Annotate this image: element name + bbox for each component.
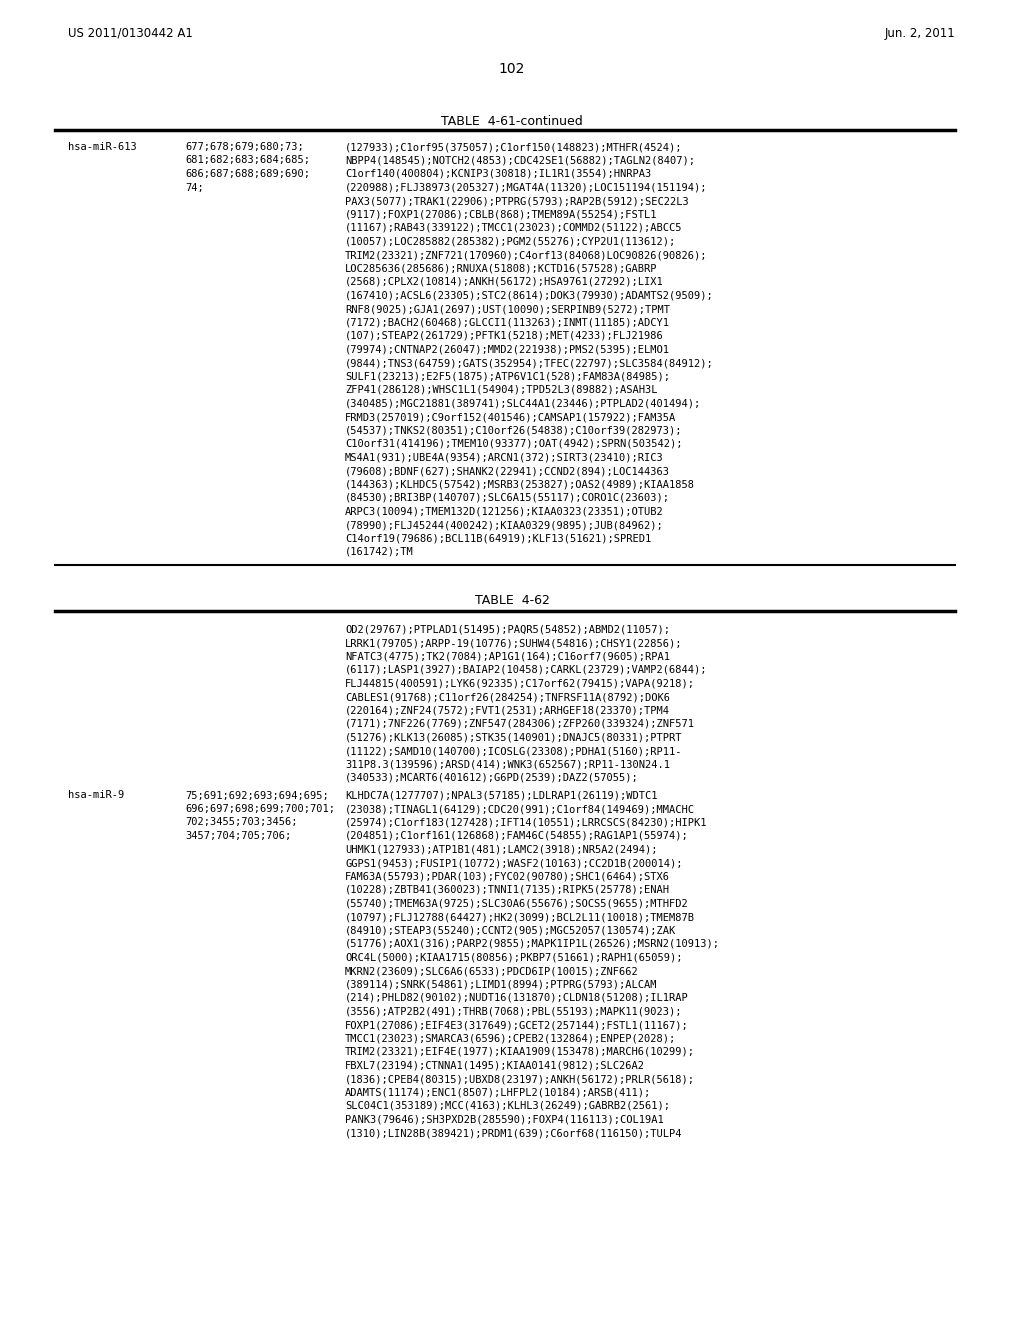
Text: ORC4L(5000);KIAA1715(80856);PKBP7(51661);RAPH1(65059);: ORC4L(5000);KIAA1715(80856);PKBP7(51661)…: [345, 953, 683, 962]
Text: 74;: 74;: [185, 182, 204, 193]
Text: US 2011/0130442 A1: US 2011/0130442 A1: [68, 26, 193, 40]
Text: 686;687;688;689;690;: 686;687;688;689;690;: [185, 169, 310, 180]
Text: 3457;704;705;706;: 3457;704;705;706;: [185, 832, 291, 841]
Text: TRIM2(23321);EIF4E(1977);KIAA1909(153478);MARCH6(10299);: TRIM2(23321);EIF4E(1977);KIAA1909(153478…: [345, 1047, 695, 1057]
Text: (10797);FLJ12788(64427);HK2(3099);BCL2L11(10018);TMEM87B: (10797);FLJ12788(64427);HK2(3099);BCL2L1…: [345, 912, 695, 921]
Text: OD2(29767);PTPLAD1(51495);PAQR5(54852);ABMD2(11057);: OD2(29767);PTPLAD1(51495);PAQR5(54852);A…: [345, 624, 670, 635]
Text: GGPS1(9453);FUSIP1(10772);WASF2(10163);CC2D1B(200014);: GGPS1(9453);FUSIP1(10772);WASF2(10163);C…: [345, 858, 683, 869]
Text: ARPC3(10094);TMEM132D(121256);KIAA0323(23351);OTUB2: ARPC3(10094);TMEM132D(121256);KIAA0323(2…: [345, 507, 664, 516]
Text: TABLE  4-61-continued: TABLE 4-61-continued: [441, 115, 583, 128]
Text: PANK3(79646);SH3PXD2B(285590);FOXP4(116113);COL19A1: PANK3(79646);SH3PXD2B(285590);FOXP4(1161…: [345, 1114, 664, 1125]
Text: UHMK1(127933);ATP1B1(481);LAMC2(3918);NR5A2(2494);: UHMK1(127933);ATP1B1(481);LAMC2(3918);NR…: [345, 845, 657, 854]
Text: C1orf140(400804);KCNIP3(30818);IL1R1(3554);HNRPA3: C1orf140(400804);KCNIP3(30818);IL1R1(355…: [345, 169, 651, 180]
Text: (1836);CPEB4(80315);UBXD8(23197);ANKH(56172);PRLR(5618);: (1836);CPEB4(80315);UBXD8(23197);ANKH(56…: [345, 1074, 695, 1084]
Text: C14orf19(79686);BCL11B(64919);KLF13(51621);SPRED1: C14orf19(79686);BCL11B(64919);KLF13(5162…: [345, 533, 651, 544]
Text: (9844);TNS3(64759);GATS(352954);TFEC(22797);SLC3584(84912);: (9844);TNS3(64759);GATS(352954);TFEC(227…: [345, 358, 714, 368]
Text: (144363);KLHDC5(57542);MSRB3(253827);OAS2(4989);KIAA1858: (144363);KLHDC5(57542);MSRB3(253827);OAS…: [345, 479, 695, 490]
Text: FOXP1(27086);EIF4E3(317649);GCET2(257144);FSTL1(11167);: FOXP1(27086);EIF4E3(317649);GCET2(257144…: [345, 1020, 689, 1030]
Text: TABLE  4-62: TABLE 4-62: [474, 594, 550, 607]
Text: (9117);FOXP1(27086);CBLB(868);TMEM89A(55254);FSTL1: (9117);FOXP1(27086);CBLB(868);TMEM89A(55…: [345, 210, 657, 219]
Text: (3556);ATP2B2(491);THRB(7068);PBL(55193);MAPK11(9023);: (3556);ATP2B2(491);THRB(7068);PBL(55193)…: [345, 1006, 683, 1016]
Text: SULF1(23213);E2F5(1875);ATP6V1C1(528);FAM83A(84985);: SULF1(23213);E2F5(1875);ATP6V1C1(528);FA…: [345, 371, 670, 381]
Text: (11167);RAB43(339122);TMCC1(23023);COMMD2(51122);ABCC5: (11167);RAB43(339122);TMCC1(23023);COMMD…: [345, 223, 683, 234]
Text: (10057);LOC285882(285382);PGM2(55276);CYP2U1(113612);: (10057);LOC285882(285382);PGM2(55276);CY…: [345, 236, 676, 247]
Text: FRMD3(257019);C9orf152(401546);CAMSAP1(157922);FAM35A: FRMD3(257019);C9orf152(401546);CAMSAP1(1…: [345, 412, 676, 422]
Text: LRRK1(79705);ARPP-19(10776);SUHW4(54816);CHSY1(22856);: LRRK1(79705);ARPP-19(10776);SUHW4(54816)…: [345, 638, 683, 648]
Text: (340485);MGC21881(389741);SLC44A1(23446);PTPLAD2(401494);: (340485);MGC21881(389741);SLC44A1(23446)…: [345, 399, 701, 408]
Text: PAX3(5077);TRAK1(22906);PTPRG(5793);RAP2B(5912);SEC22L3: PAX3(5077);TRAK1(22906);PTPRG(5793);RAP2…: [345, 195, 689, 206]
Text: (2568);CPLX2(10814);ANKH(56172);HSA9761(27292);LIX1: (2568);CPLX2(10814);ANKH(56172);HSA9761(…: [345, 277, 664, 286]
Text: 75;691;692;693;694;695;: 75;691;692;693;694;695;: [185, 791, 329, 800]
Text: 702;3455;703;3456;: 702;3455;703;3456;: [185, 817, 298, 828]
Text: NBPP4(148545);NOTCH2(4853);CDC42SE1(56882);TAGLN2(8407);: NBPP4(148545);NOTCH2(4853);CDC42SE1(5688…: [345, 156, 695, 165]
Text: NFATC3(4775);TK2(7084);AP1G1(164);C16orf7(9605);RPA1: NFATC3(4775);TK2(7084);AP1G1(164);C16orf…: [345, 652, 670, 661]
Text: (7171);7NF226(7769);ZNF547(284306);ZFP260(339324);ZNF571: (7171);7NF226(7769);ZNF547(284306);ZFP26…: [345, 719, 695, 729]
Text: RNF8(9025);GJA1(2697);UST(10090);SERPINB9(5272);TPMT: RNF8(9025);GJA1(2697);UST(10090);SERPINB…: [345, 304, 670, 314]
Text: FLJ44815(400591);LYK6(92335);C17orf62(79415);VAPA(9218);: FLJ44815(400591);LYK6(92335);C17orf62(79…: [345, 678, 695, 689]
Text: (127933);C1orf95(375057);C1orf150(148823);MTHFR(4524);: (127933);C1orf95(375057);C1orf150(148823…: [345, 143, 683, 152]
Text: (167410);ACSL6(23305);STC2(8614);DOK3(79930);ADAMTS2(9509);: (167410);ACSL6(23305);STC2(8614);DOK3(79…: [345, 290, 714, 301]
Text: 311P8.3(139596);ARSD(414);WNK3(652567);RP11-130N24.1: 311P8.3(139596);ARSD(414);WNK3(652567);R…: [345, 759, 670, 770]
Text: FBXL7(23194);CTNNA1(1495);KIAA0141(9812);SLC26A2: FBXL7(23194);CTNNA1(1495);KIAA0141(9812)…: [345, 1060, 645, 1071]
Text: (79608);BDNF(627);SHANK2(22941);CCND2(894);LOC144363: (79608);BDNF(627);SHANK2(22941);CCND2(89…: [345, 466, 670, 477]
Text: (79974);CNTNAP2(26047);MMD2(221938);PMS2(5395);ELMO1: (79974);CNTNAP2(26047);MMD2(221938);PMS2…: [345, 345, 670, 355]
Text: MKRN2(23609);SLC6A6(6533);PDCD6IP(10015);ZNF662: MKRN2(23609);SLC6A6(6533);PDCD6IP(10015)…: [345, 966, 639, 975]
Text: C10orf31(414196);TMEM10(93377);OAT(4942);SPRN(503542);: C10orf31(414196);TMEM10(93377);OAT(4942)…: [345, 440, 683, 449]
Text: ZFP41(286128);WHSC1L1(54904);TPD52L3(89882);ASAH3L: ZFP41(286128);WHSC1L1(54904);TPD52L3(898…: [345, 385, 657, 395]
Text: CABLES1(91768);C11orf26(284254);TNFRSF11A(8792);DOK6: CABLES1(91768);C11orf26(284254);TNFRSF11…: [345, 692, 670, 702]
Text: 696;697;698;699;700;701;: 696;697;698;699;700;701;: [185, 804, 335, 814]
Text: (55740);TMEM63A(9725);SLC30A6(55676);SOCS5(9655);MTHFD2: (55740);TMEM63A(9725);SLC30A6(55676);SOC…: [345, 899, 689, 908]
Text: Jun. 2, 2011: Jun. 2, 2011: [885, 26, 955, 40]
Text: (389114);SNRK(54861);LIMD1(8994);PTPRG(5793);ALCAM: (389114);SNRK(54861);LIMD1(8994);PTPRG(5…: [345, 979, 657, 990]
Text: (1310);LIN28B(389421);PRDM1(639);C6orf68(116150);TULP4: (1310);LIN28B(389421);PRDM1(639);C6orf68…: [345, 1129, 683, 1138]
Text: hsa-miR-613: hsa-miR-613: [68, 143, 137, 152]
Text: (7172);BACH2(60468);GLCCI1(113263);INMT(11185);ADCY1: (7172);BACH2(60468);GLCCI1(113263);INMT(…: [345, 318, 670, 327]
Text: 677;678;679;680;73;: 677;678;679;680;73;: [185, 143, 304, 152]
Text: ADAMTS(11174);ENC1(8507);LHFPL2(10184);ARSB(411);: ADAMTS(11174);ENC1(8507);LHFPL2(10184);A…: [345, 1088, 651, 1097]
Text: TMCC1(23023);SMARCA3(6596);CPEB2(132864);ENPEP(2028);: TMCC1(23023);SMARCA3(6596);CPEB2(132864)…: [345, 1034, 676, 1044]
Text: (204851);C1orf161(126868);FAM46C(54855);RAG1AP1(55974);: (204851);C1orf161(126868);FAM46C(54855);…: [345, 832, 689, 841]
Text: (11122);SAMD10(140700);ICOSLG(23308);PDHA1(5160);RP11-: (11122);SAMD10(140700);ICOSLG(23308);PDH…: [345, 746, 683, 756]
Text: (51776);AOX1(316);PARP2(9855);MAPK1IP1L(26526);MSRN2(10913);: (51776);AOX1(316);PARP2(9855);MAPK1IP1L(…: [345, 939, 720, 949]
Text: (340533);MCART6(401612);G6PD(2539);DAZ2(57055);: (340533);MCART6(401612);G6PD(2539);DAZ2(…: [345, 774, 639, 783]
Text: (25974);C1orf183(127428);IFT14(10551);LRRCSCS(84230);HIPK1: (25974);C1orf183(127428);IFT14(10551);LR…: [345, 817, 708, 828]
Text: hsa-miR-9: hsa-miR-9: [68, 791, 124, 800]
Text: MS4A1(931);UBE4A(9354);ARCN1(372);SIRT3(23410);RIC3: MS4A1(931);UBE4A(9354);ARCN1(372);SIRT3(…: [345, 453, 664, 462]
Text: (84910);STEAP3(55240);CCNT2(905);MGC52057(130574);ZAK: (84910);STEAP3(55240);CCNT2(905);MGC5205…: [345, 925, 676, 936]
Text: (84530);BRI3BP(140707);SLC6A15(55117);CORO1C(23603);: (84530);BRI3BP(140707);SLC6A15(55117);CO…: [345, 492, 670, 503]
Text: 681;682;683;684;685;: 681;682;683;684;685;: [185, 156, 310, 165]
Text: (220164);ZNF24(7572);FVT1(2531);ARHGEF18(23370);TPM4: (220164);ZNF24(7572);FVT1(2531);ARHGEF18…: [345, 705, 670, 715]
Text: (78990);FLJ45244(400242);KIAA0329(9895);JUB(84962);: (78990);FLJ45244(400242);KIAA0329(9895);…: [345, 520, 664, 531]
Text: (107);STEAP2(261729);PFTK1(5218);MET(4233);FLJ21986: (107);STEAP2(261729);PFTK1(5218);MET(423…: [345, 331, 664, 341]
Text: KLHDC7A(1277707);NPAL3(57185);LDLRAP1(26119);WDTC1: KLHDC7A(1277707);NPAL3(57185);LDLRAP1(26…: [345, 791, 657, 800]
Text: (6117);LASP1(3927);BAIAP2(10458);CARKL(23729);VAMP2(6844);: (6117);LASP1(3927);BAIAP2(10458);CARKL(2…: [345, 665, 708, 675]
Text: TRIM2(23321);ZNF721(170960);C4orf13(84068)LOC90826(90826);: TRIM2(23321);ZNF721(170960);C4orf13(8406…: [345, 249, 708, 260]
Text: (214);PHLD82(90102);NUDT16(131870);CLDN18(51208);IL1RAP: (214);PHLD82(90102);NUDT16(131870);CLDN1…: [345, 993, 689, 1003]
Text: 102: 102: [499, 62, 525, 77]
Text: (220988);FLJ38973(205327);MGAT4A(11320);LOC151194(151194);: (220988);FLJ38973(205327);MGAT4A(11320);…: [345, 182, 708, 193]
Text: (23038);TINAGL1(64129);CDC20(991);C1orf84(149469);MMACHC: (23038);TINAGL1(64129);CDC20(991);C1orf8…: [345, 804, 695, 814]
Text: (10228);ZBTB41(360023);TNNI1(7135);RIPK5(25778);ENAH: (10228);ZBTB41(360023);TNNI1(7135);RIPK5…: [345, 884, 670, 895]
Text: LOC285636(285686);RNUXA(51808);KCTD16(57528);GABRP: LOC285636(285686);RNUXA(51808);KCTD16(57…: [345, 264, 657, 273]
Text: (51276);KLK13(26085);STK35(140901);DNAJC5(80331);PTPRT: (51276);KLK13(26085);STK35(140901);DNAJC…: [345, 733, 683, 742]
Text: SLC04C1(353189);MCC(4163);KLHL3(26249);GABRB2(2561);: SLC04C1(353189);MCC(4163);KLHL3(26249);G…: [345, 1101, 670, 1111]
Text: FAM63A(55793);PDAR(103);FYC02(90780);SHC1(6464);STX6: FAM63A(55793);PDAR(103);FYC02(90780);SHC…: [345, 871, 670, 882]
Text: (54537);TNKS2(80351);C10orf26(54838);C10orf39(282973);: (54537);TNKS2(80351);C10orf26(54838);C10…: [345, 425, 683, 436]
Text: (161742);TM: (161742);TM: [345, 546, 414, 557]
